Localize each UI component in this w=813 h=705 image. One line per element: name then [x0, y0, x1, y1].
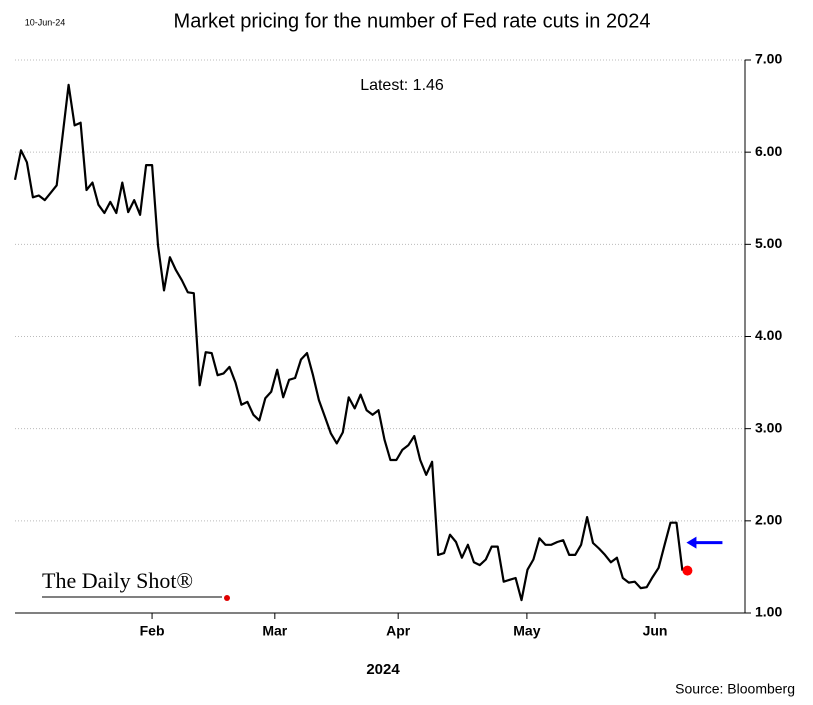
x-tick-label: May — [513, 623, 540, 639]
y-tick-label: 7.00 — [755, 51, 782, 67]
y-tick-label: 5.00 — [755, 235, 782, 251]
x-tick-label: Mar — [262, 623, 287, 639]
y-tick-label: 6.00 — [755, 143, 782, 159]
chart-title: Market pricing for the number of Fed rat… — [174, 10, 651, 32]
x-axis-label: 2024 — [366, 661, 400, 678]
x-tick-label: Feb — [140, 623, 165, 639]
line-series — [13, 83, 684, 602]
logo-dot — [224, 595, 230, 601]
annotation: Latest: 1.46 — [360, 77, 444, 94]
y-tick-label: 1.00 — [755, 604, 782, 620]
logo: The Daily Shot® — [42, 568, 193, 593]
x-tick-label: Apr — [386, 623, 411, 639]
arrow-head — [686, 536, 697, 549]
x-tick-label: Jun — [643, 623, 668, 639]
chart-date: 10-Jun-24 — [25, 17, 66, 27]
y-tick-label: 4.00 — [755, 327, 782, 343]
y-tick-label: 3.00 — [755, 419, 782, 435]
y-tick-label: 2.00 — [755, 512, 782, 528]
last-point — [682, 565, 693, 576]
source: Source: Bloomberg — [675, 681, 795, 697]
